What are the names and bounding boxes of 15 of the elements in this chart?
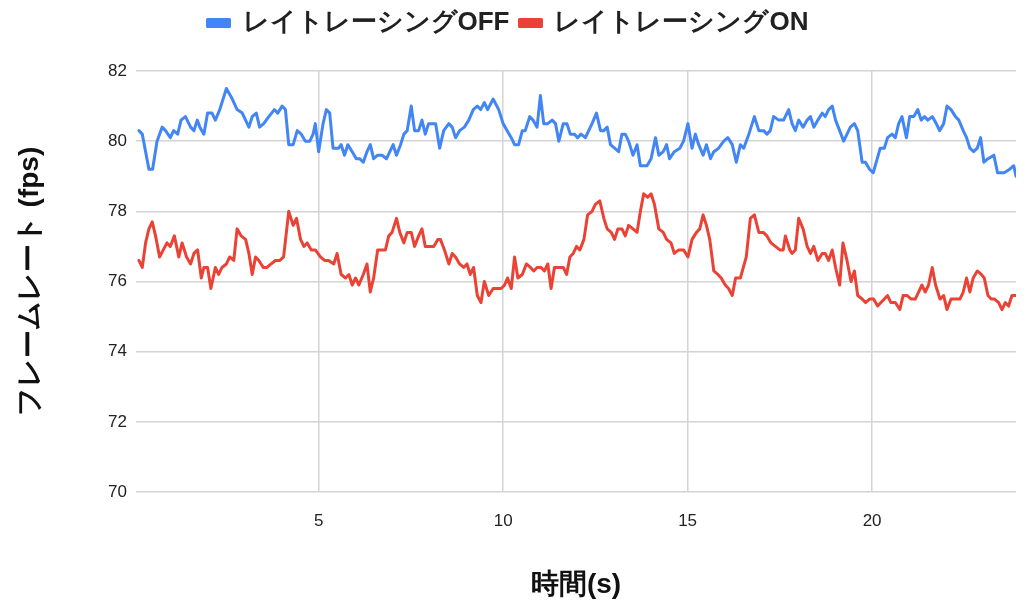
y-axis-title: フレームレート (fps) — [12, 146, 44, 417]
y-tick-label: 70 — [108, 481, 127, 501]
y-tick-label: 72 — [108, 411, 127, 431]
x-tick-label: 15 — [678, 510, 698, 530]
y-tick-label: 78 — [108, 201, 127, 221]
y-tick-label: 82 — [108, 60, 127, 80]
y-tick-label: 74 — [108, 341, 127, 361]
x-tick-label: 10 — [493, 510, 513, 530]
legend-label: レイトレーシングOFF — [242, 6, 510, 37]
y-tick-label: 80 — [108, 130, 127, 150]
legend-label: レイトレーシングON — [554, 6, 809, 37]
x-axis-title: 時間(s) — [530, 567, 622, 599]
y-tick-label: 76 — [108, 271, 127, 291]
x-tick-label: 20 — [862, 510, 882, 530]
x-tick-label: 5 — [313, 510, 324, 530]
